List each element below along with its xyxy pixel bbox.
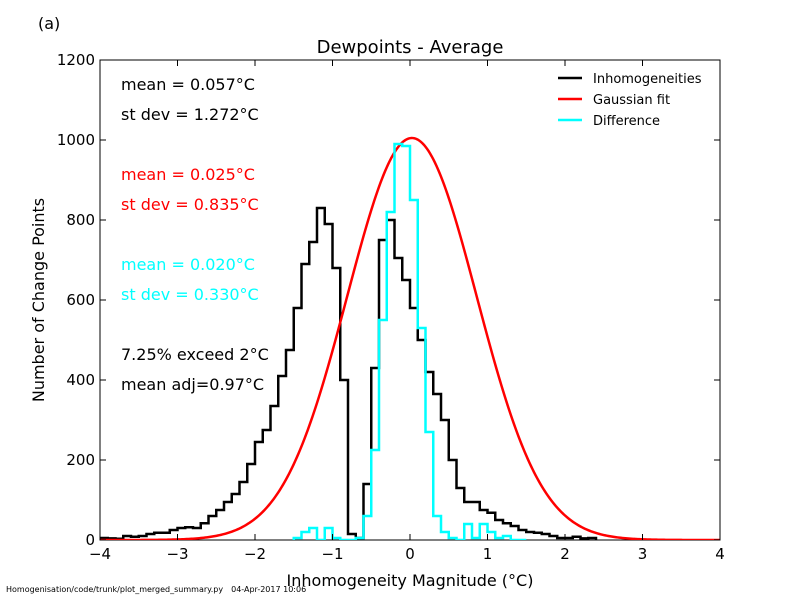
x-axis-label: Inhomogeneity Magnitude (°C) [287,571,534,590]
stat-annotation: 7.25% exceed 2°C [121,345,269,364]
x-tick-label: −4 [89,545,111,563]
series-difference-histogram [292,142,527,540]
y-tick-label: 200 [66,451,95,469]
annotations-layer: mean = 0.057°C st dev = 1.272°C mean = 0.0… [121,75,269,394]
x-tick-label: 3 [638,545,648,563]
y-tick-label: 400 [66,371,95,389]
legend: Inhomogeneities Gaussian fit Difference [558,72,702,129]
stat-annotation: st dev = 1.272°C [121,105,259,124]
stat-annotation: st dev = 0.330°C [121,285,259,304]
plot-area: −4 −3 −2 −1 0 1 2 3 4 0 200 400 600 800 1000 1200 mean … [57,51,725,563]
x-tick-label: 1 [483,545,493,563]
y-tick-label: 0 [85,531,95,549]
x-tick-label: −1 [321,545,343,563]
stat-annotation: st dev = 0.835°C [121,195,259,214]
chart-title: Dewpoints - Average [317,37,504,58]
ticks-layer: −4 −3 −2 −1 0 1 2 3 4 0 200 400 600 800 1000 1200 [57,51,725,563]
stat-annotation: mean = 0.020°C [121,255,255,274]
y-tick-label: 800 [66,211,95,229]
y-tick-label: 1000 [57,131,95,149]
x-tick-label: 2 [560,545,570,563]
panel-label: (a) [38,14,60,33]
stat-annotation: mean = 0.057°C [121,75,255,94]
footer-script-path: Homogenisation/code/trunk/plot_merged_su… [6,585,224,594]
x-tick-label: −2 [244,545,266,563]
footer-timestamp: 04-Apr-2017 10:06 [231,585,307,594]
footer: Homogenisation/code/trunk/plot_merged_su… [6,585,306,594]
stat-annotation: mean adj=0.97°C [121,375,264,394]
stat-annotation: mean = 0.025°C [121,165,255,184]
x-tick-label: −3 [166,545,188,563]
series-inhomogeneities-histogram [100,206,598,540]
x-tick-label: 0 [405,545,415,563]
y-axis-label: Number of Change Points [29,198,48,402]
x-tick-label: 4 [715,545,725,563]
series-gaussian-fit-line [100,136,720,540]
y-tick-label: 1200 [57,51,95,69]
legend-label: Gaussian fit [593,93,670,108]
y-tick-label: 600 [66,291,95,309]
series-layer [100,136,720,540]
legend-label: Difference [593,114,660,129]
legend-label: Inhomogeneities [593,72,702,87]
